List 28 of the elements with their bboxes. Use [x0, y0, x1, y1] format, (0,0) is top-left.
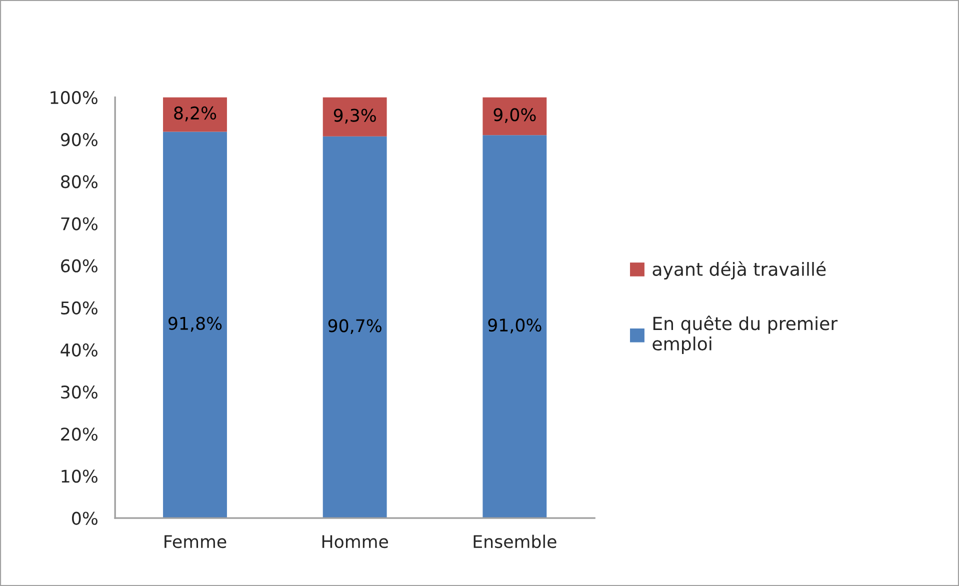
data-label: 91,0% — [488, 318, 542, 334]
y-tick-label: 40% — [60, 343, 98, 357]
y-tick-label: 50% — [61, 301, 98, 314]
bar — [482, 97, 547, 136]
y-tick-label: 60% — [61, 259, 98, 272]
x-tick-label: Ensemble — [474, 534, 556, 548]
legend-label: En quête du premier emploi — [652, 316, 838, 354]
y-tick-label: 20% — [61, 428, 98, 441]
data-label: 8,2% — [174, 106, 216, 122]
y-tick-label: 0% — [72, 512, 98, 525]
data-label: 91,8% — [168, 316, 222, 332]
data-label: 90,7% — [328, 319, 382, 334]
data-label: 9,3% — [334, 108, 376, 124]
y-tick-label: 70% — [61, 217, 98, 230]
bar — [322, 136, 387, 518]
data-label: 9,0% — [494, 108, 536, 124]
x-tick-label: Homme — [322, 535, 388, 548]
bar — [482, 135, 547, 518]
x-tick-label: Femme — [164, 535, 226, 548]
y-tick-label: 10% — [62, 470, 98, 483]
legend-label: ayant déjà travaillé — [652, 261, 826, 280]
y-tick-label: 100% — [50, 90, 98, 104]
bar — [322, 97, 387, 136]
y-tick-label: 30% — [61, 386, 98, 399]
bar — [163, 132, 227, 518]
y-tick-label: 80% — [61, 175, 98, 188]
bar — [163, 97, 227, 132]
y-tick-label: 90% — [60, 133, 98, 146]
